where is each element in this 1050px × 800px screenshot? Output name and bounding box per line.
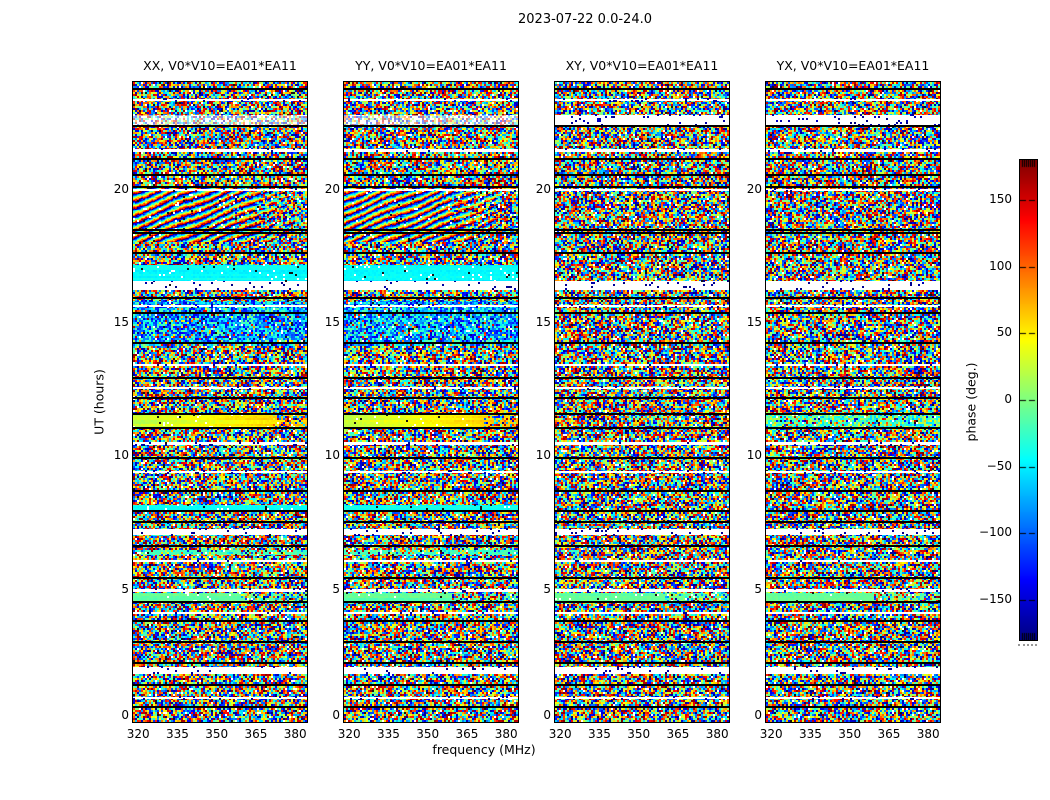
y-tick-label: 15 (324, 315, 340, 329)
y-tick-label: 5 (543, 581, 551, 596)
colorbar-tick-label: 50 (996, 325, 1012, 340)
y-axis-label: UT (hours) (91, 369, 107, 435)
x-tick-label: 365 (666, 727, 690, 741)
colorbar (1019, 159, 1038, 641)
x-tick-label: 335 (799, 727, 822, 741)
y-tick-label: 0 (121, 708, 129, 722)
y-tick-label: 5 (332, 581, 340, 596)
x-tick-label: 320 (126, 727, 150, 741)
x-tick-label: 380 (916, 727, 940, 741)
x-tick-label: 350 (205, 727, 229, 741)
x-tick-label: 365 (455, 727, 479, 741)
x-tick-label: 335 (588, 727, 611, 741)
panel-title-xx: XX, V0*V10=EA01*EA11 (143, 58, 297, 73)
x-tick-label: 365 (244, 727, 268, 741)
y-tick-label: 10 (535, 448, 551, 463)
y-tick-label: 15 (746, 315, 762, 329)
x-tick-label: 350 (838, 727, 862, 741)
x-tick-label: 335 (377, 727, 400, 741)
y-tick-label: 0 (754, 708, 762, 722)
colorbar-extend-dots (1018, 644, 1037, 646)
y-tick-label: 0 (332, 708, 340, 722)
y-tick-label: 20 (113, 181, 129, 196)
panel-title-xy: XY, V0*V10=EA01*EA11 (565, 58, 719, 73)
colorbar-tick-label: −100 (979, 525, 1012, 540)
x-tick-label: 365 (877, 727, 901, 741)
y-tick-label: 10 (746, 448, 762, 463)
y-tick-label: 20 (746, 181, 762, 196)
heatmap-panel-xx (132, 81, 308, 723)
x-tick-label: 380 (283, 727, 307, 741)
panel-title-yx: YX, V0*V10=EA01*EA11 (776, 58, 930, 73)
x-tick-label: 320 (548, 727, 572, 741)
x-tick-label: 335 (166, 727, 189, 741)
heatmap-panel-yy (343, 81, 519, 723)
panel-title-yy: YY, V0*V10=EA01*EA11 (355, 58, 507, 73)
colorbar-tick-label: −150 (979, 592, 1012, 606)
y-tick-label: 5 (121, 581, 129, 596)
y-tick-label: 20 (324, 181, 340, 196)
x-tick-label: 320 (337, 727, 361, 741)
y-tick-label: 0 (543, 708, 551, 722)
heatmap-panel-xy (554, 81, 730, 723)
x-axis-label: frequency (MHz) (432, 742, 536, 757)
colorbar-tick-label: 100 (989, 258, 1012, 273)
y-tick-label: 10 (324, 448, 340, 463)
y-tick-label: 5 (754, 581, 762, 596)
figure-title: 2023-07-22 0.0-24.0 (518, 12, 652, 27)
x-tick-label: 350 (627, 727, 651, 741)
x-tick-label: 380 (494, 727, 518, 741)
colorbar-tick-label: 0 (1004, 392, 1012, 406)
x-tick-label: 320 (759, 727, 783, 741)
y-tick-label: 10 (113, 448, 129, 463)
colorbar-tick-label: −50 (986, 458, 1012, 473)
y-tick-label: 15 (113, 315, 129, 329)
x-tick-label: 350 (416, 727, 440, 741)
y-tick-label: 20 (535, 181, 551, 196)
colorbar-tick-label: 150 (989, 192, 1012, 206)
y-tick-label: 15 (535, 315, 551, 329)
heatmap-panel-yx (765, 81, 941, 723)
x-tick-label: 380 (705, 727, 729, 741)
